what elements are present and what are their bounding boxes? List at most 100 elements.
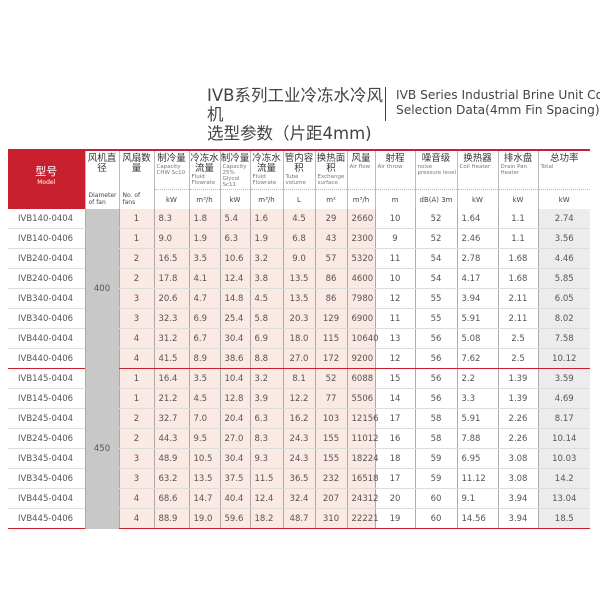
data-cell: 24.3 bbox=[282, 428, 315, 449]
page-title: IVB系列工业冷冻水冷风机 选型参数（片距4mm) IVB Series Ind… bbox=[207, 86, 600, 143]
data-cell: 2 bbox=[118, 268, 154, 289]
data-cell: 3.08 bbox=[497, 448, 538, 469]
data-cell: 27.0 bbox=[219, 428, 250, 449]
column-header-en: Drain Pan Heater bbox=[500, 164, 528, 176]
column-header: 型号 Model bbox=[8, 149, 85, 209]
column-header-en: Model bbox=[37, 179, 56, 186]
data-cell: 8.3 bbox=[153, 209, 189, 229]
data-cell: 5.08 bbox=[456, 328, 498, 349]
data-cell: 1.1 bbox=[497, 228, 538, 249]
data-cell: 4.5 bbox=[188, 388, 220, 409]
data-cell: 5506 bbox=[346, 388, 375, 409]
data-cell: 19 bbox=[374, 508, 415, 529]
data-cell: 3.94 bbox=[456, 288, 498, 309]
data-cell: 10.4 bbox=[219, 368, 250, 389]
data-cell: 7980 bbox=[346, 288, 375, 309]
data-cell: 3.8 bbox=[249, 268, 283, 289]
model-cell: IVB140-0404 bbox=[8, 209, 85, 229]
column-header: 噪音级 noise pressure level bbox=[414, 149, 457, 190]
data-cell: 232 bbox=[314, 468, 347, 489]
data-cell: 8.9 bbox=[188, 348, 220, 369]
data-cell: 18.0 bbox=[282, 328, 315, 349]
model-cell: IVB445-0404 bbox=[8, 488, 85, 509]
data-cell: 3.94 bbox=[497, 508, 538, 529]
data-cell: 3.5 bbox=[188, 368, 220, 389]
column-header-en: noise pressure level bbox=[417, 164, 457, 176]
column-unit: m² bbox=[314, 189, 347, 209]
data-cell: 56 bbox=[414, 328, 457, 349]
data-cell: 1.64 bbox=[456, 209, 498, 229]
data-cell: 2 bbox=[118, 428, 154, 449]
column-header: 排水盘 Drain Pan Heater bbox=[497, 149, 538, 190]
data-cell: 4 bbox=[118, 488, 154, 509]
data-cell: 4.69 bbox=[537, 388, 590, 409]
data-cell: 3.94 bbox=[497, 488, 538, 509]
data-cell: 1 bbox=[118, 209, 154, 229]
data-cell: 54 bbox=[414, 248, 457, 269]
model-cell: IVB340-0406 bbox=[8, 308, 85, 329]
title-english: IVB Series Industrial Brine Unit Cooler … bbox=[396, 88, 600, 118]
data-cell: 68.6 bbox=[153, 488, 189, 509]
data-cell: 56 bbox=[414, 348, 457, 369]
data-cell: 2.78 bbox=[456, 248, 498, 269]
data-cell: 6088 bbox=[346, 368, 375, 389]
column-header-zh: 换热器 bbox=[463, 153, 492, 164]
data-cell: 43 bbox=[314, 228, 347, 249]
data-cell: 9.5 bbox=[188, 428, 220, 449]
data-cell: 6.9 bbox=[188, 308, 220, 329]
column-header-en: No. of fans bbox=[118, 189, 154, 209]
data-cell: 10 bbox=[374, 268, 415, 289]
model-cell: IVB240-0404 bbox=[8, 248, 85, 269]
data-cell: 27.0 bbox=[282, 348, 315, 369]
data-cell: 52 bbox=[414, 228, 457, 249]
data-cell: 115 bbox=[314, 328, 347, 349]
data-cell: 4600 bbox=[346, 268, 375, 289]
column-unit: kW bbox=[497, 189, 538, 209]
data-cell: 8.02 bbox=[537, 308, 590, 329]
data-cell: 11.5 bbox=[249, 468, 283, 489]
column-unit: dB(A) 3m bbox=[414, 189, 457, 209]
title-zh-line2: 选型参数（片距4mm) bbox=[207, 124, 372, 143]
data-cell: 2.26 bbox=[497, 408, 538, 429]
data-cell: 13.5 bbox=[188, 468, 220, 489]
column-header-en: Air throw bbox=[377, 164, 403, 170]
column-header-zh: 换热面积 bbox=[316, 153, 346, 174]
data-cell: 59.6 bbox=[219, 508, 250, 529]
column-header: 风量 Air flow bbox=[346, 149, 375, 190]
data-cell: 5.85 bbox=[537, 268, 590, 289]
data-cell: 1.68 bbox=[497, 248, 538, 269]
data-cell: 2.2 bbox=[456, 368, 498, 389]
data-cell: 4 bbox=[118, 508, 154, 529]
data-cell: 4.5 bbox=[249, 288, 283, 309]
data-cell: 24.3 bbox=[282, 448, 315, 469]
model-cell: IVB145-0404 bbox=[8, 368, 85, 389]
data-cell: 310 bbox=[314, 508, 347, 529]
data-cell: 5.4 bbox=[219, 209, 250, 229]
data-cell: 2.5 bbox=[497, 328, 538, 349]
data-cell: 58 bbox=[414, 428, 457, 449]
data-cell: 60 bbox=[414, 508, 457, 529]
column-header-zh: 风扇数量 bbox=[122, 153, 151, 174]
data-cell: 10.12 bbox=[537, 348, 590, 369]
data-cell: 15 bbox=[374, 368, 415, 389]
column-header-en: Total bbox=[540, 164, 554, 170]
data-cell: 54 bbox=[414, 268, 457, 289]
data-cell: 13.5 bbox=[282, 268, 315, 289]
data-cell: 2.26 bbox=[497, 428, 538, 449]
data-cell: 2.46 bbox=[456, 228, 498, 249]
data-cell: 29 bbox=[314, 209, 347, 229]
column-unit: kW bbox=[537, 189, 590, 209]
title-en-line1: IVB Series Industrial Brine Unit Cooler bbox=[396, 88, 600, 102]
data-cell: 20.3 bbox=[282, 308, 315, 329]
data-cell: 207 bbox=[314, 488, 347, 509]
data-cell: 55 bbox=[414, 288, 457, 309]
data-cell: 5320 bbox=[346, 248, 375, 269]
data-cell: 10.5 bbox=[188, 448, 220, 469]
column-header: 冷冻水流量 Fluid Flowrate bbox=[188, 149, 220, 190]
data-cell: 48.7 bbox=[282, 508, 315, 529]
column-header-en: Tube volume bbox=[285, 174, 306, 186]
fan-diameter-cell: 450 bbox=[84, 368, 119, 529]
data-cell: 57 bbox=[314, 248, 347, 269]
column-header-en: Air flow bbox=[349, 164, 371, 170]
data-cell: 5.8 bbox=[249, 308, 283, 329]
